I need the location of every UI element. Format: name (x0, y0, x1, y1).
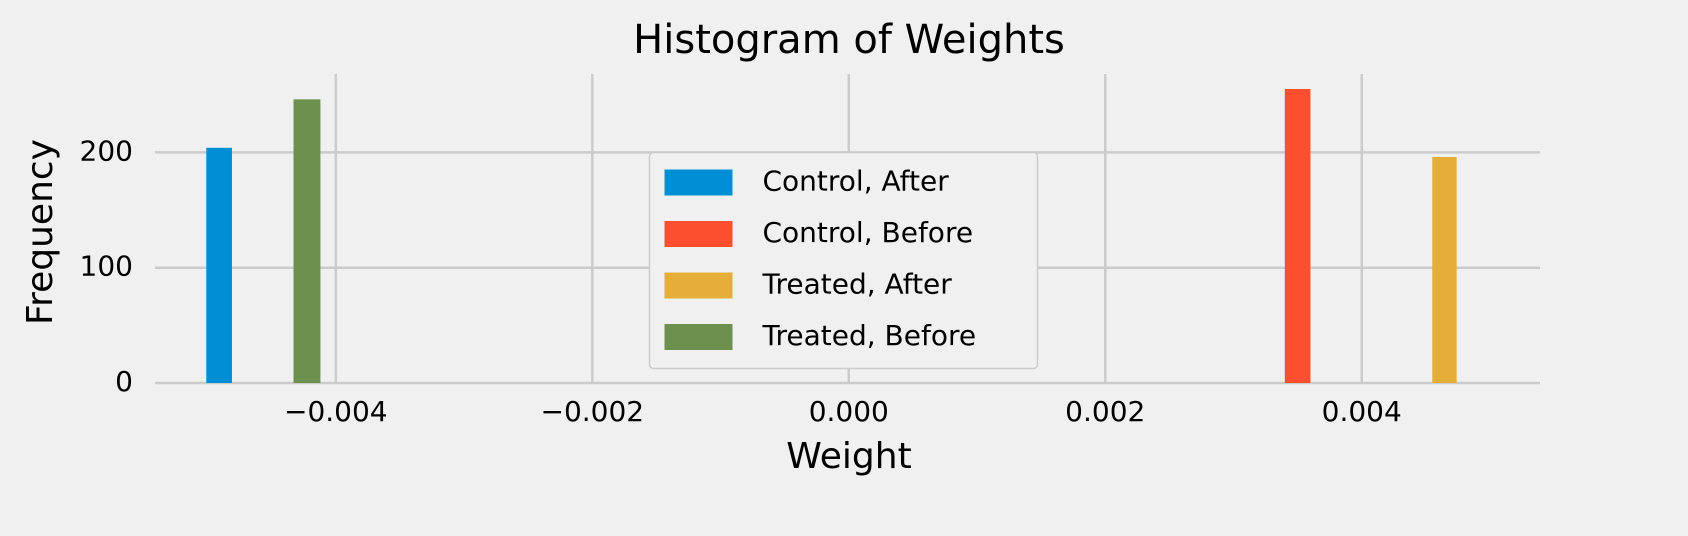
bar (1284, 88, 1311, 384)
legend-swatch (664, 169, 733, 196)
x-tick-label: −0.002 (540, 395, 644, 428)
legend-label: Treated, Before (762, 319, 977, 352)
y-tick-label: 100 (80, 250, 133, 283)
legend-swatch (664, 272, 733, 299)
x-tick-label: 0.000 (809, 395, 889, 428)
bar (206, 147, 232, 383)
legend: Control, After Control, Before Treated, Af… (648, 151, 1039, 370)
legend-label: Control, After (763, 165, 950, 198)
legend-label: Treated, After (762, 268, 953, 301)
y-axis-label: Frequency (20, 139, 61, 325)
x-tick-label: 0.004 (1322, 395, 1402, 428)
bar (293, 99, 321, 384)
legend-swatch (664, 324, 733, 350)
x-axis-label: Weight (786, 436, 911, 477)
x-tick-label: 0.002 (1065, 395, 1145, 428)
legend-swatch (664, 221, 733, 247)
y-tick-label: 0 (115, 365, 133, 398)
bar (1432, 157, 1457, 383)
legend-box (648, 151, 1039, 370)
x-tick-label: −0.004 (284, 395, 388, 428)
chart-title: Histogram of Weights (633, 17, 1065, 63)
y-tick-label: 200 (80, 134, 133, 167)
legend-label: Control, Before (763, 216, 974, 249)
